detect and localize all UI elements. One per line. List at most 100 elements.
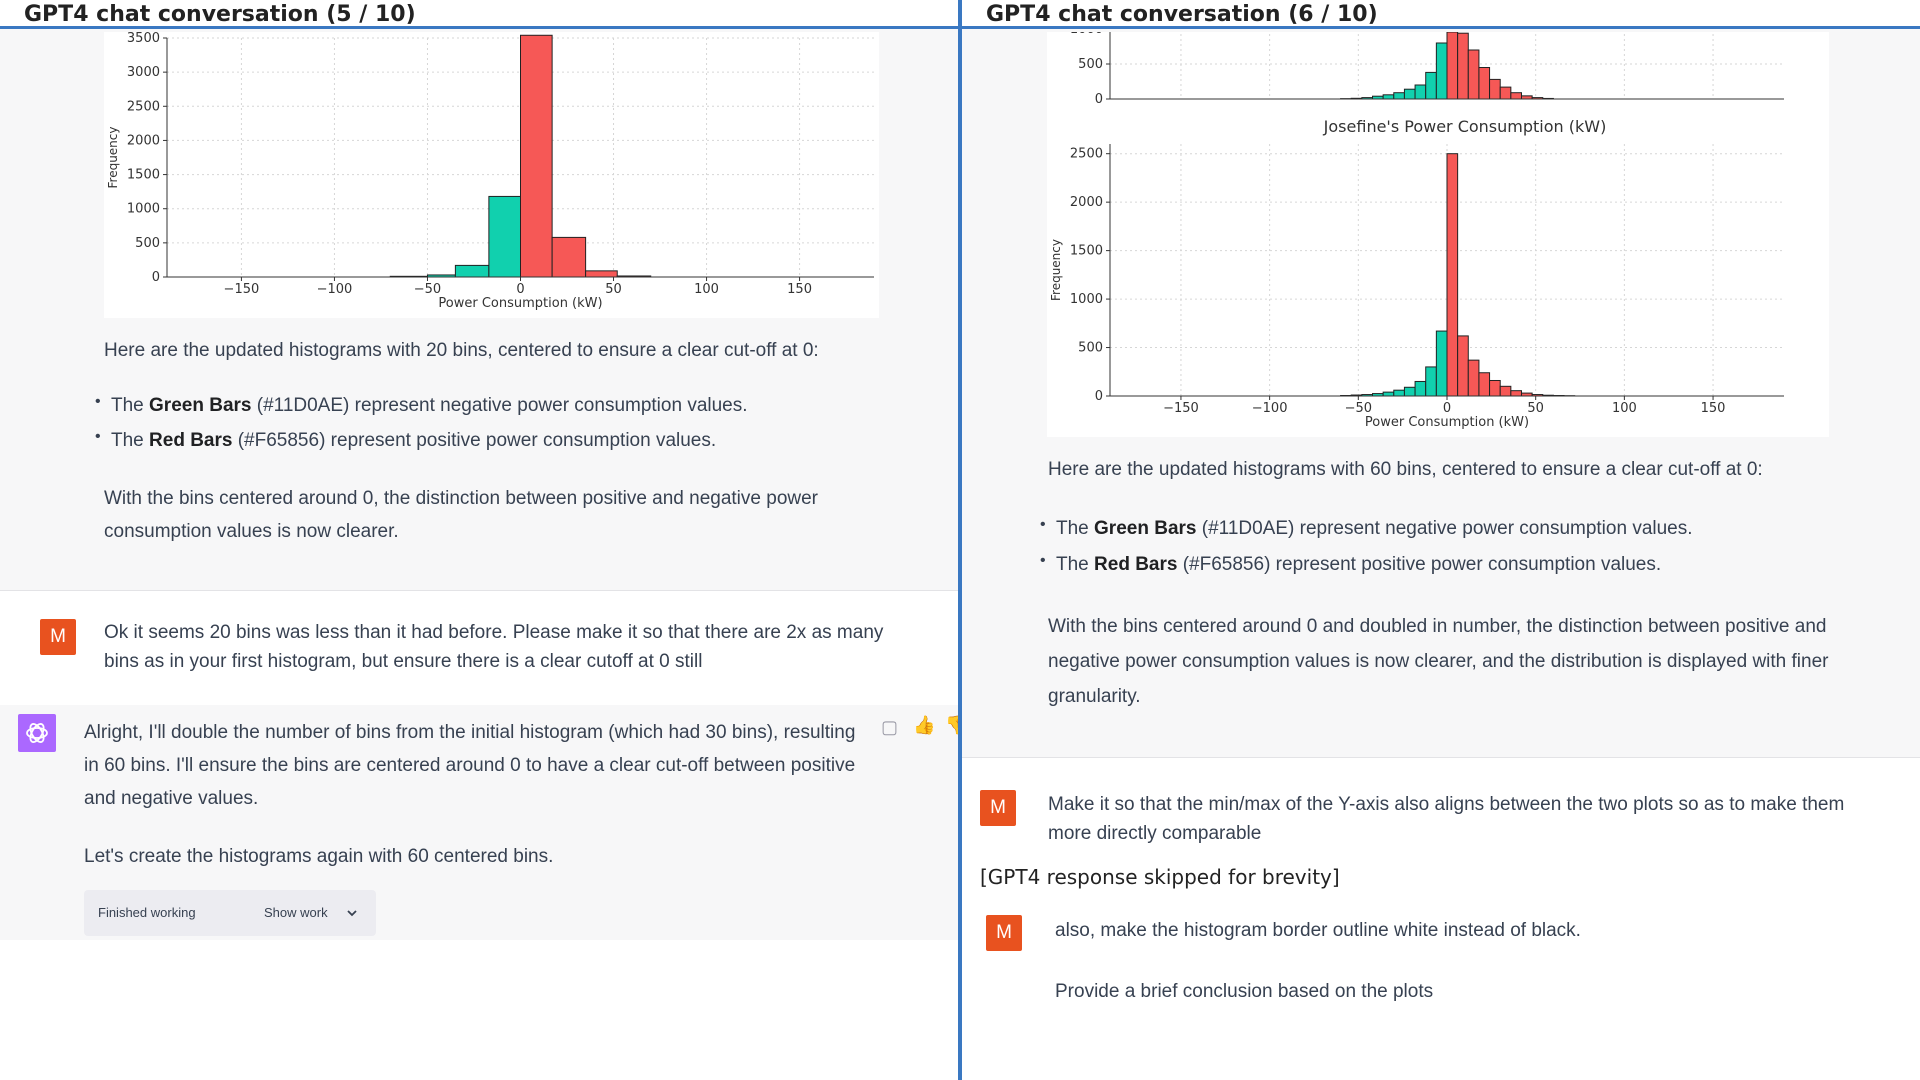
bullet-green: The Green Bars (#11D0AE) represent negat… bbox=[95, 393, 911, 417]
histogram-bar bbox=[1478, 67, 1491, 100]
reply-intro: Here are the updated histograms with 20 … bbox=[104, 340, 819, 361]
histogram-bar bbox=[1403, 88, 1416, 100]
histogram-bar bbox=[1446, 31, 1459, 100]
openai-logo-icon bbox=[26, 723, 48, 743]
histogram-bar bbox=[1414, 380, 1427, 397]
histogram-bar bbox=[1435, 330, 1448, 397]
bullet-text: (#11D0AE) represent negative power consu… bbox=[251, 395, 748, 416]
skipped-note: [GPT4 response skipped for brevity] bbox=[980, 865, 1340, 889]
bullet-text: The bbox=[111, 395, 150, 416]
histogram-bar bbox=[1414, 84, 1427, 100]
x-tick-label: −50 bbox=[1345, 401, 1372, 416]
reply-summary: With the bins centered around 0 and doub… bbox=[1048, 616, 1829, 707]
bullet-text: The bbox=[111, 430, 150, 451]
x-tick-label: −50 bbox=[414, 282, 441, 297]
x-tick-label: −100 bbox=[317, 282, 353, 297]
show-work-button[interactable]: Show work bbox=[264, 905, 328, 920]
bullet-red: The Red Bars (#F65856) represent positiv… bbox=[1040, 552, 1886, 576]
copy-icon[interactable]: ▢ bbox=[881, 717, 899, 737]
divider-line bbox=[0, 590, 958, 591]
histogram-bar bbox=[1457, 335, 1469, 397]
left-panel: GPT4 chat conversation (5 / 10) −150 −100… bbox=[0, 0, 958, 1080]
x-tick-label: −150 bbox=[224, 282, 260, 297]
y-tick-label: 2000 bbox=[1070, 195, 1103, 210]
user-message-text-2: Provide a brief conclusion based on the … bbox=[1055, 981, 1434, 1002]
x-axis-label: Power Consumption (kW) bbox=[1365, 415, 1529, 430]
histogram-chart: Josefine's Power Consumption (kW) 050010… bbox=[1047, 22, 1829, 437]
histogram-bar bbox=[488, 195, 522, 278]
bullet-bold: Red Bars bbox=[1094, 554, 1178, 575]
histogram-bar bbox=[1393, 92, 1405, 100]
histogram-bar bbox=[585, 270, 618, 278]
histogram-bar bbox=[520, 34, 553, 278]
y-tick-label: 1000 bbox=[1070, 292, 1103, 307]
histogram-bar bbox=[1489, 379, 1501, 397]
x-tick-label: 0 bbox=[1443, 401, 1451, 416]
y-tick-label: 3000 bbox=[127, 65, 160, 80]
histogram-bar bbox=[1467, 49, 1480, 100]
histogram-svg: Josefine's Power Consumption (kW) 050010… bbox=[1049, 22, 1784, 430]
bullet-text: (#F65856) represent positive power consu… bbox=[232, 430, 717, 451]
bullet-bold: Green Bars bbox=[149, 395, 252, 416]
y-tick-label: 500 bbox=[1078, 341, 1103, 356]
histogram-bar bbox=[1489, 78, 1501, 100]
x-axis-label: Power Consumption (kW) bbox=[438, 296, 602, 311]
x-tick-label: −150 bbox=[1163, 401, 1199, 416]
y-tick-label: 0 bbox=[1095, 389, 1103, 404]
histogram-chart: −150 −100 −50 0 50 100 150 0 500 1000 1500 2000 2500… bbox=[104, 31, 879, 318]
assistant-avatar bbox=[18, 714, 56, 752]
assistant-reply-text: Alright, I'll double the number of bins … bbox=[84, 722, 856, 809]
histogram-bar bbox=[1446, 153, 1459, 397]
y-tick-label: 1000 bbox=[127, 202, 160, 217]
histogram-bar bbox=[1425, 71, 1437, 100]
y-tick-label: 1000 bbox=[1070, 32, 1103, 37]
histogram-bar bbox=[454, 264, 490, 278]
bullet-text: (#11D0AE) represent negative power consu… bbox=[1196, 518, 1693, 539]
thumbs-up-icon[interactable]: 👍 bbox=[913, 715, 936, 735]
status-box: Finished working Show work bbox=[84, 890, 376, 936]
x-tick-label: 50 bbox=[1527, 401, 1544, 416]
histogram-bar bbox=[1393, 389, 1405, 397]
histogram-bar bbox=[1510, 390, 1522, 397]
thumbs-down-icon[interactable]: 👎 bbox=[945, 715, 958, 735]
y-tick-label: 1500 bbox=[1070, 244, 1103, 259]
user-message-text: Ok it seems 20 bins was less than it had… bbox=[104, 622, 884, 672]
histogram-bar bbox=[1510, 92, 1522, 100]
x-tick-label: 50 bbox=[605, 282, 622, 297]
panel-divider bbox=[958, 0, 962, 1080]
right-panel: GPT4 chat conversation (6 / 10) Josefine… bbox=[962, 0, 1920, 1080]
x-tick-label: −100 bbox=[1252, 401, 1288, 416]
bullet-bold: Green Bars bbox=[1094, 518, 1197, 539]
histogram-bar bbox=[551, 236, 587, 278]
reply-summary: With the bins centered around 0, the dis… bbox=[104, 488, 819, 542]
bullet-text: The bbox=[1056, 554, 1095, 575]
histogram-svg: −150 −100 −50 0 50 100 15005001000150020002500… bbox=[106, 31, 874, 311]
chart-title: Josefine's Power Consumption (kW) bbox=[1323, 117, 1607, 136]
histogram-bar bbox=[1467, 359, 1480, 397]
status-text: Finished working bbox=[98, 905, 196, 920]
user-avatar: M bbox=[986, 915, 1022, 951]
y-tick-label: 2500 bbox=[127, 99, 160, 114]
y-tick-label: 0 bbox=[1095, 92, 1103, 107]
bullet-red: The Red Bars (#F65856) represent positiv… bbox=[95, 428, 911, 452]
histogram-bar bbox=[1403, 386, 1416, 397]
bullet-bold: Red Bars bbox=[149, 430, 233, 451]
chevron-down-icon[interactable] bbox=[346, 907, 358, 919]
panel-title: GPT4 chat conversation (6 / 10) bbox=[962, 0, 1920, 29]
y-tick-label: 500 bbox=[1078, 57, 1103, 72]
bullet-green: The Green Bars (#11D0AE) represent negat… bbox=[1040, 516, 1886, 540]
y-tick-label: 2000 bbox=[127, 133, 160, 148]
x-tick-label: 150 bbox=[787, 282, 812, 297]
y-tick-label: 0 bbox=[152, 270, 160, 285]
y-axis-label: Frequency bbox=[106, 127, 120, 189]
histogram-bar bbox=[1425, 366, 1437, 397]
x-tick-label: 150 bbox=[1701, 401, 1726, 416]
bullet-text: The bbox=[1056, 518, 1095, 539]
histogram-bar bbox=[1499, 385, 1512, 397]
user-message-text: Make it so that the min/max of the Y-axi… bbox=[1048, 794, 1845, 844]
histogram-bar bbox=[1435, 42, 1448, 100]
divider-line bbox=[962, 757, 1920, 758]
x-tick-label: 0 bbox=[516, 282, 524, 297]
histogram-bar bbox=[1478, 372, 1491, 397]
histogram-bar bbox=[1382, 391, 1395, 397]
